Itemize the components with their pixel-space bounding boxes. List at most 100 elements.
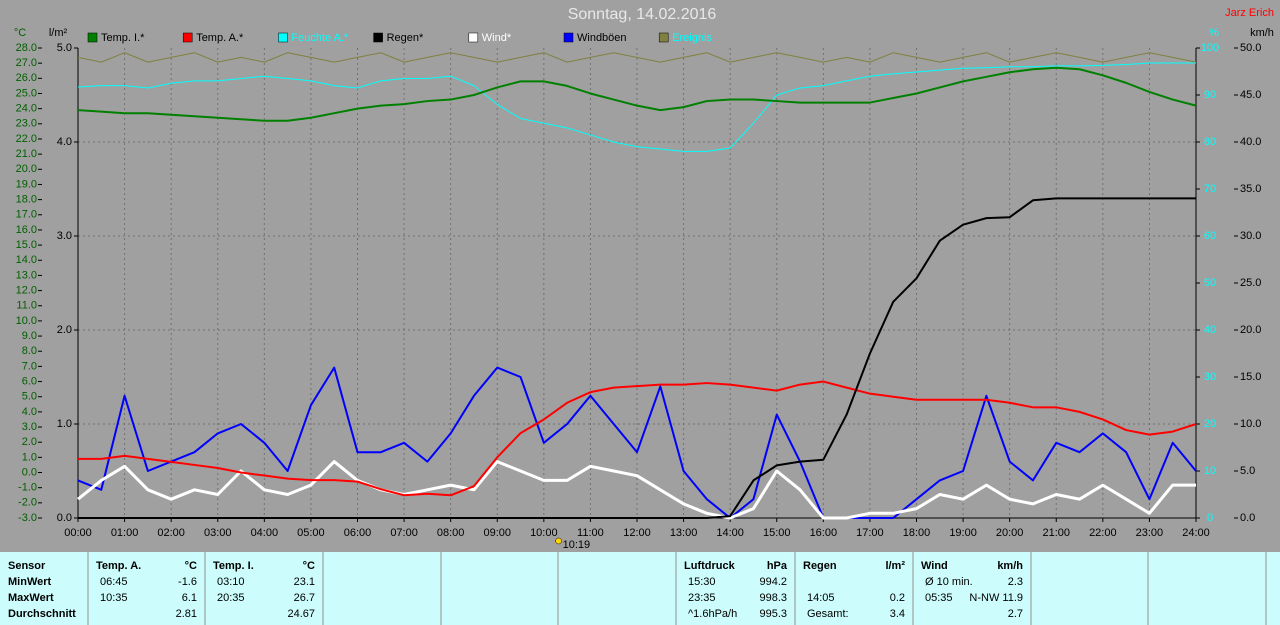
y-tick-label: 11.0 xyxy=(16,300,37,312)
cell-label: 05:35 xyxy=(925,592,953,604)
row-label: Durchschnitt xyxy=(8,608,76,620)
y-tick-label: 17.0 xyxy=(16,209,37,221)
legend-swatch xyxy=(658,32,669,43)
y-tick-label: 0 xyxy=(1207,512,1213,524)
legend-swatch xyxy=(87,32,98,43)
series-line xyxy=(77,366,1197,519)
y-tick-label: -1.0 xyxy=(18,482,37,494)
cell-value: N-NW 11.9 xyxy=(969,592,1023,604)
y-tick-label: 40 xyxy=(1204,324,1216,336)
cell-value: 998.3 xyxy=(759,592,787,604)
x-tick-label: 20:00 xyxy=(996,527,1024,539)
y-tick-label: 50.0 xyxy=(1240,42,1261,54)
legend-swatch xyxy=(373,32,383,43)
x-tick-label: 10:00 xyxy=(530,527,558,539)
legend-label: Temp. A.* xyxy=(196,32,244,44)
x-tick-label: 06:00 xyxy=(344,527,372,539)
x-tick-label: 05:00 xyxy=(297,527,325,539)
cell-value: -1.6 xyxy=(178,576,197,588)
x-tick-label: 23:00 xyxy=(1136,527,1164,539)
panel-unit: km/h xyxy=(997,560,1023,572)
y-tick-label: 80 xyxy=(1204,136,1216,148)
y-tick-label: 20.0 xyxy=(16,163,37,175)
y-tick-label: 22.0 xyxy=(16,133,37,145)
panel-title: Luftdruck xyxy=(684,560,736,572)
panel-title: Wind xyxy=(921,560,948,572)
y-tick-label: 21.0 xyxy=(16,148,37,160)
x-tick-label: 07:00 xyxy=(390,527,418,539)
y-tick-label: 2.0 xyxy=(57,324,72,336)
y-axis-title: °C xyxy=(14,27,26,39)
y-tick-label: 16.0 xyxy=(16,224,37,236)
y-tick-label: 25.0 xyxy=(16,87,37,99)
y-tick-label: 30.0 xyxy=(1240,230,1261,242)
panel-title: Temp. A. xyxy=(96,560,141,572)
y-tick-label: 19.0 xyxy=(16,178,37,190)
x-tick-label: 24:00 xyxy=(1182,527,1210,539)
y-tick-label: 8.0 xyxy=(22,345,37,357)
x-tick-label: 18:00 xyxy=(903,527,931,539)
y2-axis-title: l/m² xyxy=(49,27,68,39)
y3-axis-title: % xyxy=(1209,27,1219,39)
cell-label: 10:35 xyxy=(100,592,128,604)
y-tick-label: -2.0 xyxy=(18,497,37,509)
cell-value: 24.67 xyxy=(287,608,315,620)
y-tick-label: 20.0 xyxy=(1240,324,1261,336)
series-line xyxy=(78,197,1196,519)
x-tick-label: 08:00 xyxy=(437,527,465,539)
y-tick-label: 1.0 xyxy=(57,418,72,430)
cell-label: 23:35 xyxy=(688,592,716,604)
y-tick-label: 20 xyxy=(1204,418,1216,430)
y-tick-label: 45.0 xyxy=(1240,89,1261,101)
cell-value: 26.7 xyxy=(294,592,315,604)
y-tick-label: 50 xyxy=(1204,277,1216,289)
series-line xyxy=(78,380,1197,497)
y4-axis-title: km/h xyxy=(1250,27,1274,39)
cell-value: 994.2 xyxy=(759,576,787,588)
x-tick-label: 16:00 xyxy=(810,527,838,539)
x-tick-label: 22:00 xyxy=(1089,527,1117,539)
x-tick-label: 17:00 xyxy=(856,527,884,539)
legend-swatch xyxy=(563,32,574,43)
cell-value: 0.2 xyxy=(890,592,905,604)
cell-label: 15:30 xyxy=(688,576,716,588)
table-header: Sensor xyxy=(8,560,46,572)
y-tick-label: 2.0 xyxy=(22,436,37,448)
cell-label: 14:05 xyxy=(807,592,835,604)
y-tick-label: 100 xyxy=(1201,42,1219,54)
y-tick-label: 10.0 xyxy=(1240,418,1261,430)
cell-label: 06:45 xyxy=(100,576,128,588)
x-tick-label: 11:00 xyxy=(577,527,604,539)
y-tick-label: 15.0 xyxy=(16,239,37,251)
cell-value: 2.81 xyxy=(176,608,197,620)
row-label: MaxWert xyxy=(8,592,54,604)
series-line xyxy=(77,62,1196,152)
y-tick-label: 30 xyxy=(1204,371,1216,383)
x-tick-label: 03:00 xyxy=(204,527,232,539)
legend-swatch xyxy=(468,32,479,43)
legend-swatch xyxy=(182,32,193,43)
legend-swatch xyxy=(278,32,288,43)
legend-label: Wind* xyxy=(482,32,512,44)
y-tick-label: 4.0 xyxy=(22,406,37,418)
series-line xyxy=(77,460,1196,520)
y-tick-label: 23.0 xyxy=(16,118,37,130)
y-tick-label: 12.0 xyxy=(16,284,37,296)
y-tick-label: 3.0 xyxy=(22,421,37,433)
x-tick-label: 14:00 xyxy=(716,527,744,539)
stats-panel xyxy=(0,552,1280,625)
cell-value: 995.3 xyxy=(759,608,787,620)
cell-value: 6.1 xyxy=(182,592,197,604)
legend-label: Ereignis xyxy=(672,32,712,44)
y-tick-label: 9.0 xyxy=(22,330,37,342)
y-tick-label: 0.0 xyxy=(22,466,37,478)
cell-label: Ø 10 min. xyxy=(925,576,973,588)
y-tick-label: 0.0 xyxy=(57,512,72,524)
x-tick-label: 02:00 xyxy=(157,527,185,539)
panel-unit: °C xyxy=(185,560,197,572)
x-tick-label: 15:00 xyxy=(763,527,791,539)
x-tick-label: 13:00 xyxy=(670,527,698,539)
y-tick-label: 14.0 xyxy=(16,254,37,266)
